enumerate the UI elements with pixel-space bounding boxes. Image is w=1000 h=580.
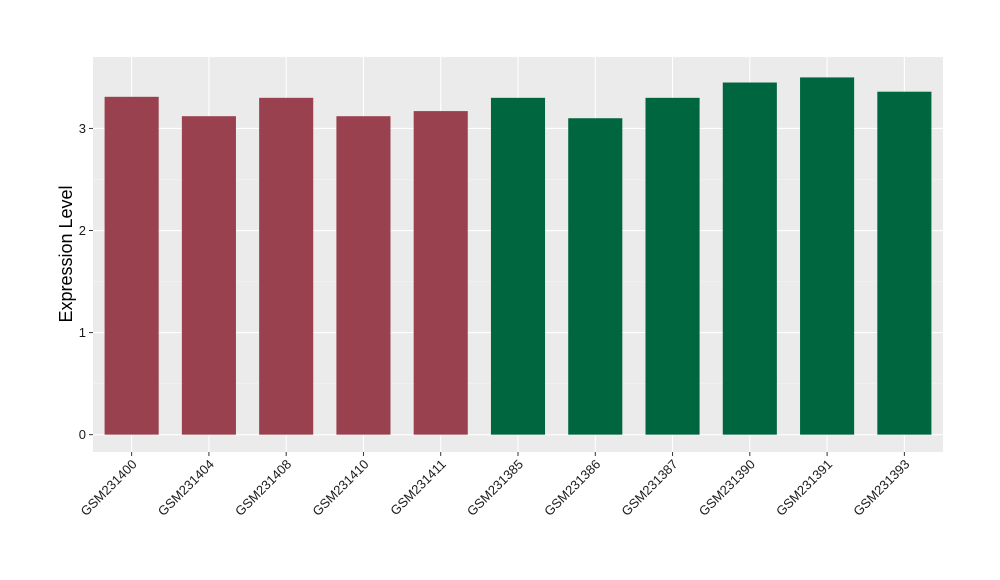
bar-GSM231400 (104, 96, 159, 435)
x-tick-label: GSM231387 (618, 457, 680, 519)
y-tick-label: 0 (79, 427, 86, 442)
x-tick-label: GSM231408 (232, 457, 294, 519)
bars (104, 77, 932, 435)
bar-GSM231393 (877, 91, 932, 435)
bar-GSM231404 (181, 116, 236, 435)
bar-GSM231386 (568, 118, 623, 435)
bar-GSM231391 (800, 77, 855, 435)
x-tick-label: GSM231404 (155, 457, 217, 519)
bar-GSM231410 (336, 116, 391, 435)
x-tick-label: GSM231385 (464, 457, 526, 519)
y-axis-title: Expression Level (56, 185, 76, 322)
x-tick-label: GSM231400 (78, 457, 140, 519)
x-tick-label: GSM231386 (541, 457, 603, 519)
x-tick-label: GSM231411 (387, 457, 449, 519)
x-axis: GSM231400 GSM231404 GSM231408 GSM231410 GSM2… (78, 452, 912, 519)
x-tick-label: GSM231390 (696, 457, 758, 519)
x-tick-label: GSM231410 (309, 457, 371, 519)
bar-GSM231387 (645, 97, 700, 435)
x-tick-label: GSM231393 (850, 457, 912, 519)
bar-GSM231408 (259, 97, 314, 435)
y-axis: 0 1 2 3 (79, 121, 93, 442)
y-tick-label: 1 (79, 325, 86, 340)
bar-GSM231411 (413, 111, 468, 435)
x-tick-label: GSM231391 (773, 457, 835, 519)
y-tick-label: 2 (79, 223, 86, 238)
y-tick-label: 3 (79, 121, 86, 136)
bar-GSM231385 (490, 97, 546, 435)
bar-GSM231390 (722, 82, 777, 435)
